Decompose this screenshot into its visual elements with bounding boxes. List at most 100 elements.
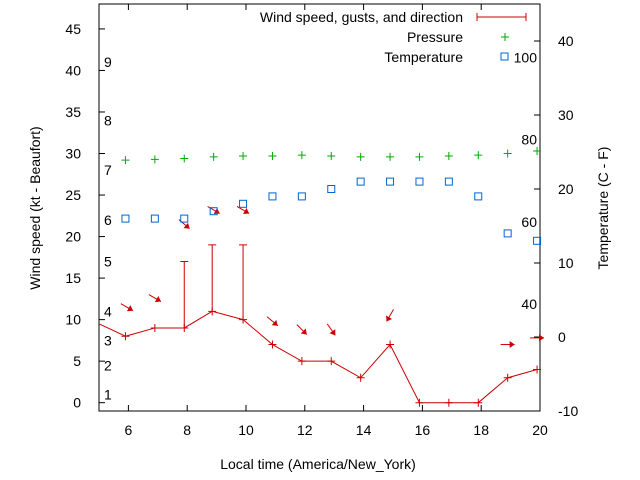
wind-point: [297, 357, 306, 366]
x-axis-label: Local time (America/New_York): [220, 456, 416, 472]
beaufort-label: 4: [104, 303, 112, 319]
wind-point: [503, 373, 512, 382]
pressure-point: [415, 152, 424, 161]
temperature-point: [533, 236, 542, 245]
temperature-point: [327, 185, 336, 193]
wind-point: [268, 340, 277, 349]
temp-c-tick-label: 40: [558, 33, 574, 49]
beaufort-label: 1: [104, 386, 112, 402]
temp-f-label: 100: [514, 49, 538, 65]
temperature-point: [180, 214, 189, 223]
x-tick-label: 8: [183, 422, 191, 438]
temp-c-tick-label: 20: [558, 181, 574, 197]
wind-tick-label: 45: [65, 21, 81, 37]
pressure-point: [444, 152, 453, 161]
legend: Wind speed, gusts, and direction Pressur…: [260, 9, 527, 65]
series-layer: [98, 147, 545, 407]
temp-c-tick-label: -10: [558, 403, 578, 419]
wind-point: [474, 398, 483, 407]
wind-tick-label: 40: [65, 62, 81, 78]
axis-ticks: [99, 4, 541, 412]
temperature-point: [121, 214, 130, 223]
temperature-point: [415, 177, 424, 186]
pressure-point: [356, 152, 365, 161]
wind-tick-label: 25: [65, 187, 81, 203]
x-tick-label: 12: [297, 422, 313, 438]
wind-tick-label: 5: [73, 353, 81, 369]
temp-f-label: 40: [521, 296, 537, 312]
pressure-point: [209, 152, 218, 161]
wind-direction-arrowhead: [300, 328, 307, 335]
temperature-point: [268, 192, 277, 201]
legend-label-temperature: Temperature: [384, 49, 463, 65]
beaufort-label: 8: [104, 112, 112, 128]
temperature-point: [150, 214, 159, 223]
pressure-point: [268, 152, 277, 161]
x-tick-label: 10: [238, 422, 254, 438]
pressure-point: [121, 156, 130, 165]
gust-bar: [239, 244, 248, 320]
temperature-point: [386, 177, 395, 186]
temperature-point: [239, 199, 248, 208]
temp-c-tick-label: 0: [558, 329, 566, 345]
wind-direction-arrowhead: [126, 305, 133, 312]
temp-f-label: 60: [521, 214, 537, 230]
tick-labels: 6 8 10 12 14 16 18 20051015202530354045-1001020…: [65, 21, 578, 438]
pressure-point: [327, 152, 336, 161]
wind-point: [327, 357, 336, 366]
pressure-point: [474, 151, 483, 160]
wind-direction-arrowhead: [243, 207, 250, 215]
beaufort-label: 2: [104, 357, 112, 373]
wind-direction-arrowhead: [154, 296, 161, 303]
pressure-point: [503, 149, 512, 158]
pressure-point: [386, 152, 395, 161]
temperature-point: [503, 229, 512, 238]
x-tick-label: 14: [356, 422, 372, 438]
wind-tick-label: 15: [65, 270, 81, 286]
wind-direction-arrowhead: [329, 329, 336, 336]
temperature-point: [297, 192, 306, 201]
beaufort-label: 9: [104, 54, 112, 70]
temp-f-label: 80: [521, 132, 537, 148]
beaufort-label: 6: [104, 212, 112, 228]
wind-point: [415, 398, 424, 407]
x-tick-label: 6: [125, 422, 133, 438]
temperature-point: [444, 177, 453, 186]
x-tick-label: 18: [473, 422, 489, 438]
y-axis-label-left: Wind speed (kt - Beaufort): [27, 126, 43, 289]
gust-bar: [180, 260, 189, 328]
x-tick-label: 16: [415, 422, 431, 438]
legend-label-pressure: Pressure: [407, 29, 463, 45]
wind-point: [356, 373, 365, 382]
beaufort-label: 7: [104, 162, 112, 178]
wind-point: [121, 332, 130, 341]
temp-c-tick-label: 10: [558, 255, 574, 271]
legend-label-wind: Wind speed, gusts, and direction: [260, 9, 463, 25]
pressure-point: [150, 155, 159, 164]
wind-direction-arrowhead: [539, 334, 545, 342]
wind-speed-line: [98, 310, 540, 404]
temperature-point: [474, 192, 483, 201]
plot-frame: [98, 3, 541, 412]
temperature-point: [209, 207, 218, 216]
gust-bar: [208, 244, 217, 312]
pressure-point: [239, 152, 248, 161]
beaufort-label: 3: [104, 332, 112, 348]
beaufort-label: 5: [104, 253, 112, 269]
temp-c-tick-label: 30: [558, 107, 574, 123]
y-axis-label-right: Temperature (C - F): [595, 147, 611, 270]
wind-point: [533, 365, 542, 374]
wind-tick-label: 35: [65, 104, 81, 120]
legend-swatch-pressure: [501, 33, 509, 41]
wind-direction-arrowhead: [509, 341, 515, 349]
wind-direction-arrowhead: [271, 319, 278, 326]
wind-direction-arrowhead: [183, 222, 190, 229]
wind-point: [150, 323, 159, 332]
legend-swatch-temperature: [500, 52, 509, 61]
pressure-point: [533, 147, 542, 156]
wind-point: [444, 398, 453, 407]
wind-tick-label: 0: [73, 395, 81, 411]
wind-direction-arrowhead: [386, 315, 393, 322]
